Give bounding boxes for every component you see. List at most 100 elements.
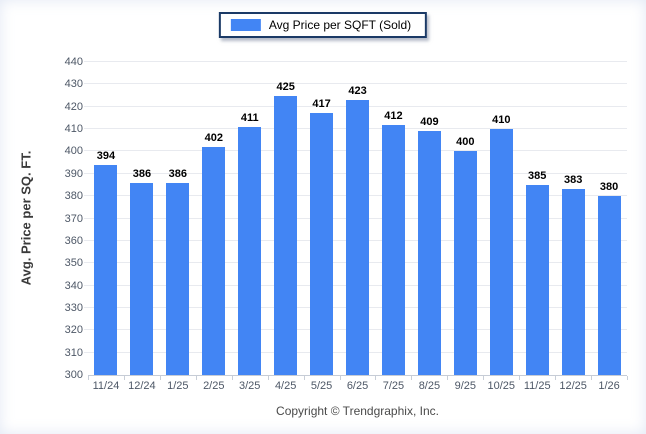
bar [417, 131, 441, 375]
x-tick [159, 376, 161, 380]
x-tick-label: 8/25 [418, 380, 441, 392]
x-tick-label: 1/25 [167, 380, 189, 392]
y-tick-label: 410 [64, 123, 83, 136]
x-tick-label: 3/25 [239, 380, 261, 392]
legend-color-swatch [230, 19, 261, 31]
bar [489, 129, 513, 375]
bar-series: 394 386 386 402 411 425 417 423 412 409 400 410 385 3… [88, 62, 627, 375]
bar [310, 113, 334, 375]
legend-label: Avg Price per SQFT (Sold) [268, 18, 412, 32]
bar [561, 189, 585, 375]
bar-slot: 402 [196, 62, 232, 375]
bar-value-label: 402 [204, 131, 223, 144]
copyright-text: Copyright © Trendgraphix, Inc. [276, 404, 439, 418]
x-tick [555, 376, 557, 380]
bar-slot: 383 [555, 62, 591, 375]
y-tick-label: 360 [64, 234, 83, 247]
y-tick-label: 370 [64, 212, 83, 225]
x-tick-label: 10/25 [487, 380, 516, 392]
bar-slot: 386 [124, 62, 160, 375]
y-tick-label: 320 [64, 324, 83, 337]
bar [202, 146, 226, 375]
x-tick [591, 376, 593, 380]
x-tick [519, 376, 521, 380]
plot-area: 394 386 386 402 411 425 417 423 412 409 400 410 385 3… [84, 61, 628, 380]
bar-slot: 412 [376, 62, 412, 375]
bar-value-label: 380 [599, 181, 619, 194]
x-tick-label: 2/25 [203, 380, 225, 392]
y-tick-label: 440 [64, 56, 83, 68]
x-tick [339, 376, 341, 380]
bar [525, 184, 549, 375]
bar-slot: 400 [447, 62, 483, 375]
y-tick-label: 420 [64, 100, 83, 113]
y-tick-label: 350 [64, 257, 83, 270]
bar-slot: 410 [483, 62, 519, 375]
y-tick-label: 330 [64, 301, 83, 314]
x-tick [195, 376, 197, 380]
legend: Avg Price per SQFT (Sold) [218, 12, 428, 38]
x-tick-label: 9/25 [454, 380, 477, 392]
bar-value-label: 411 [240, 111, 259, 124]
gridline [84, 83, 627, 85]
bar-value-label: 385 [528, 169, 547, 182]
bar [94, 164, 118, 375]
y-tick-label: 390 [64, 167, 83, 180]
x-tick-label: 11/25 [523, 380, 551, 392]
x-tick [483, 376, 485, 380]
x-tick-label: 11/24 [92, 380, 120, 392]
x-tick-label: 5/25 [310, 380, 333, 392]
bar [130, 182, 154, 375]
y-tick-label: 400 [64, 145, 83, 158]
x-tick-label: 6/25 [346, 380, 369, 392]
bar-slot: 394 [88, 62, 124, 375]
x-tick [375, 376, 377, 380]
x-axis-labels: 11/24 12/24 1/25 2/25 3/25 4/25 5/25 6/25 7/25 8/… [88, 380, 627, 392]
bar [597, 196, 621, 375]
x-tick [88, 376, 89, 380]
bar-value-label: 400 [456, 136, 475, 149]
x-tick [447, 376, 449, 380]
x-tick [303, 376, 305, 380]
x-tick [123, 376, 125, 380]
bar-value-label: 383 [563, 174, 583, 187]
bar [381, 124, 405, 375]
y-tick-label: 340 [64, 279, 83, 292]
x-tick [627, 376, 628, 380]
bar [453, 151, 477, 375]
gridline [84, 61, 627, 62]
y-tick-label: 380 [64, 190, 83, 203]
y-tick-label: 310 [64, 346, 83, 359]
bar-slot: 411 [232, 62, 268, 375]
bar-value-label: 394 [96, 149, 116, 162]
x-tick-label: 12/25 [559, 380, 587, 392]
x-tick [231, 376, 233, 380]
bar [166, 182, 190, 375]
x-tick-label: 1/26 [598, 380, 620, 392]
bar-slot: 425 [268, 62, 304, 375]
bar-value-label: 425 [276, 80, 295, 93]
bar-slot: 386 [160, 62, 196, 375]
bar-value-label: 410 [492, 114, 511, 127]
bar-slot: 423 [340, 62, 376, 375]
bar [274, 95, 298, 375]
bar-value-label: 386 [132, 167, 152, 180]
bar [346, 100, 370, 375]
bar-slot: 409 [411, 62, 447, 375]
bar-value-label: 417 [312, 98, 331, 111]
x-tick-label: 7/25 [382, 380, 405, 392]
bar-value-label: 423 [348, 85, 367, 98]
x-tick-label: 4/25 [274, 380, 297, 392]
bar [238, 126, 262, 375]
x-tick [411, 376, 413, 380]
bar-value-label: 412 [384, 109, 403, 122]
y-tick-label: 430 [64, 78, 83, 91]
x-tick-label: 12/24 [128, 380, 156, 392]
bar-slot: 417 [304, 62, 340, 375]
bar-slot: 385 [519, 62, 555, 375]
y-tick-label: 300 [64, 369, 83, 381]
bar-value-label: 386 [168, 167, 188, 180]
bar-slot: 380 [591, 62, 627, 375]
bar-value-label: 409 [420, 116, 439, 129]
